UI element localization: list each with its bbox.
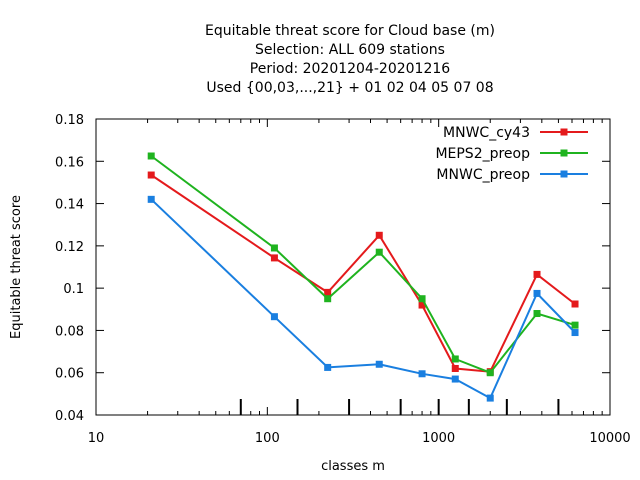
- data-point: [270, 244, 278, 252]
- chart-title: Equitable threat score for Cloud base (m…: [205, 23, 495, 96]
- x-tick-label: 10000: [589, 431, 630, 446]
- data-point: [324, 288, 332, 296]
- title-line-4: Used {00,03,...,21} + 01 02 04 05 07 08: [206, 80, 493, 96]
- legend: MNWC_cy43 MEPS2_preop MNWC_preop: [435, 125, 588, 183]
- data-point: [375, 248, 383, 256]
- legend-marker: [560, 170, 568, 178]
- series-MEPS2_preop: [147, 152, 579, 377]
- series-lines: [147, 152, 579, 402]
- title-line-1: Equitable threat score for Cloud base (m…: [205, 23, 495, 39]
- y-tick-label: 0.06: [55, 367, 84, 382]
- data-point: [533, 289, 541, 297]
- data-point: [418, 301, 426, 309]
- x-tick-label: 10: [88, 431, 105, 446]
- data-point: [571, 329, 579, 337]
- x-tick-label: 100: [255, 431, 280, 446]
- data-point: [418, 370, 426, 378]
- y-tick-label: 0.04: [55, 409, 84, 424]
- series-line: [150, 155, 576, 374]
- x-axis-title: classes m: [321, 459, 385, 474]
- series-MNWC_preop: [147, 195, 579, 402]
- axes: 0.04 0.06 0.08 0.1 0.12 0.14 0.16 0.18 10 100 1000…: [9, 113, 631, 474]
- data-point: [571, 300, 579, 308]
- legend-marker: [560, 128, 568, 136]
- data-point: [270, 254, 278, 262]
- data-point: [375, 360, 383, 368]
- plot-frame: [95, 118, 611, 416]
- data-point: [147, 171, 155, 179]
- y-axis-title: Equitable threat score: [9, 195, 24, 339]
- data-point: [147, 195, 155, 203]
- series-line: [150, 198, 576, 400]
- data-point: [486, 394, 494, 402]
- y-tick-label: 0.14: [55, 198, 84, 213]
- series-MNWC_cy43: [147, 171, 579, 376]
- data-point: [375, 231, 383, 239]
- data-point: [324, 363, 332, 371]
- legend-label: MEPS2_preop: [435, 146, 530, 162]
- data-point: [486, 369, 494, 377]
- legend-label: MNWC_cy43: [443, 125, 530, 141]
- y-tick-label: 0.12: [55, 240, 84, 255]
- y-tick-label: 0.1: [63, 282, 84, 297]
- data-point: [533, 270, 541, 278]
- data-point: [533, 310, 541, 318]
- data-point: [418, 295, 426, 303]
- x-tick-label: 1000: [422, 431, 455, 446]
- data-point: [571, 321, 579, 329]
- data-point: [147, 152, 155, 160]
- y-tick-label: 0.08: [55, 324, 84, 339]
- data-point: [451, 355, 459, 363]
- data-point: [451, 375, 459, 383]
- title-line-2: Selection: ALL 609 stations: [255, 42, 445, 58]
- data-point: [324, 295, 332, 303]
- legend-marker: [560, 149, 568, 157]
- title-line-3: Period: 20201204-20201216: [250, 61, 450, 77]
- legend-label: MNWC_preop: [436, 167, 530, 183]
- y-tick-label: 0.18: [55, 113, 84, 128]
- data-point: [451, 364, 459, 372]
- y-tick-label: 0.16: [55, 155, 84, 170]
- data-point: [270, 313, 278, 321]
